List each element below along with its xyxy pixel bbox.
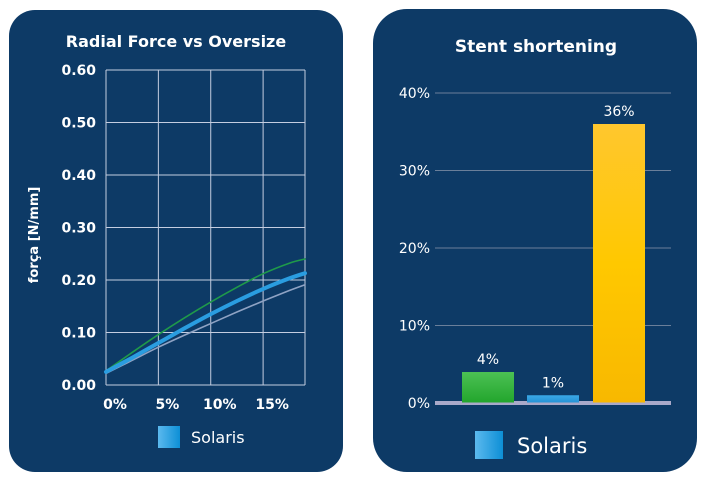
bar-label: 36% [603, 104, 634, 120]
legend-swatch-solaris [475, 431, 503, 459]
bar-label: 1% [542, 375, 564, 391]
line-series-green [105, 258, 306, 372]
x-tick-label: 0% [103, 397, 127, 413]
line-chart-title: Radial Force vs Oversize [66, 32, 287, 51]
bars-group [435, 124, 671, 405]
line-chart-y-ticks: 0.00 0.10 0.20 0.30 0.40 0.50 0.60 [61, 63, 96, 394]
y-tick-label: 20% [399, 241, 430, 257]
y-tick-label: 10% [399, 319, 430, 335]
x-tick-label: 15% [255, 397, 289, 413]
y-tick-label: 0.40 [61, 168, 96, 184]
y-tick-label: 0.00 [61, 378, 96, 394]
y-axis-label: força [N/mm] [27, 187, 42, 284]
y-tick-label: 30% [399, 164, 430, 180]
bar-label: 4% [477, 352, 499, 368]
bar-data-labels: 4% 1% 36% [477, 104, 635, 391]
y-tick-label: 0% [408, 396, 430, 412]
radial-force-panel [9, 10, 343, 472]
line-series-group [104, 258, 307, 375]
line-chart: Radial Force vs Oversize 0.00 0.10 0.20 … [27, 32, 307, 448]
bar-green [462, 372, 514, 403]
bar-yellow [593, 124, 645, 403]
y-tick-label: 40% [399, 86, 430, 102]
bar-chart-y-ticks: 0% 10% 20% 30% 40% [399, 86, 430, 412]
line-series-grey [105, 283, 306, 375]
legend-label-solaris: Solaris [517, 434, 587, 458]
bar-chart-title: Stent shortening [455, 37, 617, 57]
legend-label-solaris: Solaris [191, 428, 245, 447]
legend-swatch-solaris [158, 426, 180, 448]
y-tick-label: 0.30 [61, 221, 96, 237]
y-tick-label: 0.50 [61, 116, 96, 132]
y-tick-label: 0.10 [61, 326, 96, 342]
line-series-solaris [104, 271, 307, 374]
line-chart-x-ticks: 0% 5% 10% 15% [103, 397, 289, 413]
line-chart-grid [105, 69, 306, 386]
bar-chart: Stent shortening 0% 10% 20% 30% 40% 4% 1… [399, 37, 671, 459]
bar-solaris [527, 395, 579, 403]
x-tick-label: 10% [203, 397, 237, 413]
x-tick-label: 5% [155, 397, 179, 413]
y-tick-label: 0.60 [61, 63, 96, 79]
y-tick-label: 0.20 [61, 273, 96, 289]
